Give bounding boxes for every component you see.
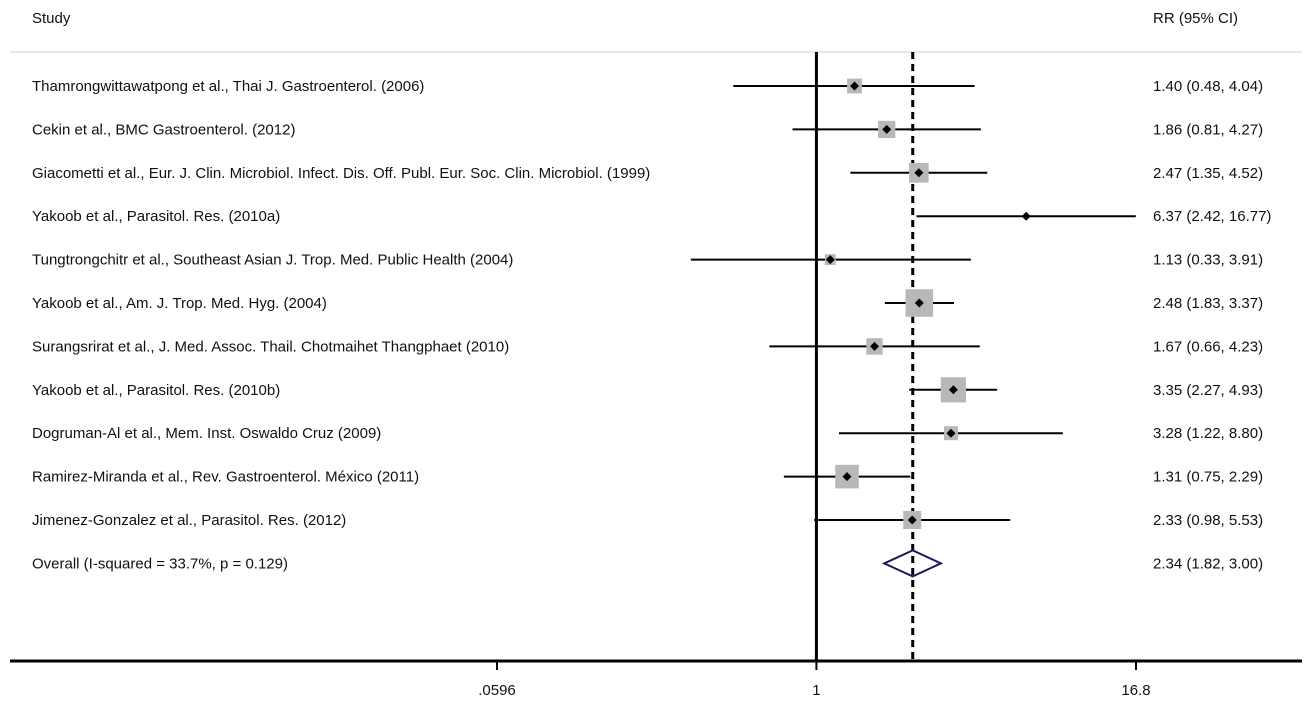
study-label: Tungtrongchitr et al., Southeast Asian J… [32,252,513,269]
study-label: Yakoob et al., Am. J. Trop. Med. Hyg. (2… [32,295,327,312]
study-label: Surangsrirat et al., J. Med. Assoc. Thai… [32,338,509,355]
study-label: Cekin et al., BMC Gastroenterol. (2012) [32,121,295,138]
x-tick-label: .0596 [478,682,516,699]
effect-column-header: RR (95% CI) [1153,10,1238,27]
study-point-estimate [1021,211,1031,221]
study-point-estimate [914,298,924,308]
study-label: Yakoob et al., Parasitol. Res. (2010b) [32,382,280,399]
study-point-estimate [882,124,892,134]
plot-area: Thamrongwittawatpong et al., Thai J. Gas… [10,52,1302,699]
study-point-estimate [914,168,924,178]
study-label: Jimenez-Gonzalez et al., Parasitol. Res.… [32,512,346,529]
study-point-estimate [907,515,917,525]
study-rr-ci: 3.35 (2.27, 4.93) [1153,382,1263,399]
study-label: Giacometti et al., Eur. J. Clin. Microbi… [32,165,650,182]
study-point-estimate [825,255,835,265]
study-rr-ci: 6.37 (2.42, 16.77) [1153,208,1271,225]
overall-label: Overall (I-squared = 33.7%, p = 0.129) [32,555,288,572]
study-point-estimate [842,472,852,482]
x-tick-label: 16.8 [1121,682,1150,699]
study-column-header: Study [32,10,71,27]
study-label: Dogruman-Al et al., Mem. Inst. Oswaldo C… [32,425,381,442]
study-rr-ci: 2.47 (1.35, 4.52) [1153,165,1263,182]
study-rr-ci: 2.48 (1.83, 3.37) [1153,295,1263,312]
study-rr-ci: 1.86 (0.81, 4.27) [1153,121,1263,138]
study-label: Thamrongwittawatpong et al., Thai J. Gas… [32,78,424,95]
study-rr-ci: 3.28 (1.22, 8.80) [1153,425,1263,442]
study-point-estimate [870,341,880,351]
study-label: Ramirez-Miranda et al., Rev. Gastroenter… [32,469,419,486]
study-point-estimate [850,81,860,91]
study-rr-ci: 1.40 (0.48, 4.04) [1153,78,1263,95]
study-point-estimate [946,428,956,438]
overall-diamond [881,549,944,578]
study-label: Yakoob et al., Parasitol. Res. (2010a) [32,208,280,225]
study-rr-ci: 2.33 (0.98, 5.53) [1153,512,1263,529]
x-tick-label: 1 [812,682,820,699]
study-point-estimate [948,385,958,395]
study-rr-ci: 1.67 (0.66, 4.23) [1153,338,1263,355]
overall-rr-ci: 2.34 (1.82, 3.00) [1153,555,1263,572]
study-rr-ci: 1.31 (0.75, 2.29) [1153,469,1263,486]
study-rr-ci: 1.13 (0.33, 3.91) [1153,252,1263,269]
